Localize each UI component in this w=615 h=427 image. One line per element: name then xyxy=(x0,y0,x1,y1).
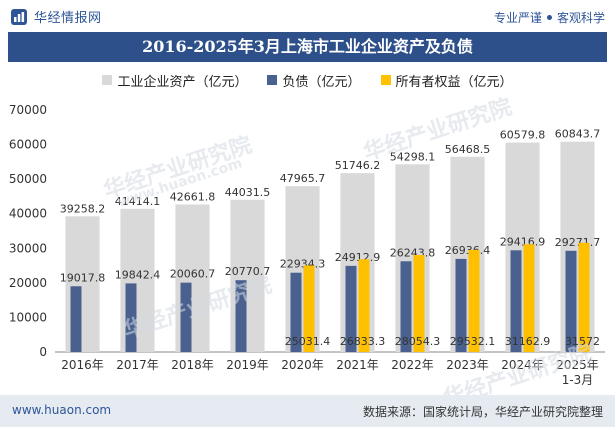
title-bar: 2016-2025年3月上海市工业企业资产及负债 xyxy=(8,32,607,62)
y-tick-label: 70000 xyxy=(9,103,47,117)
legend-label-assets: 工业企业资产（亿元） xyxy=(117,74,248,90)
liabilities-bar xyxy=(290,272,302,352)
equity-value-label: 26833.3 xyxy=(340,335,386,348)
equity-value-label: 28054.3 xyxy=(395,335,441,348)
tagline: 专业严谨 客观科学 xyxy=(494,9,605,26)
x-tick-label: 2020年 xyxy=(281,358,324,372)
brand: 华经情报网 xyxy=(10,7,102,26)
y-tick-label: 30000 xyxy=(9,241,47,255)
bar-chart: 0 10000 20000 30000 40000 50000 60000 70000 3925… xyxy=(9,103,605,387)
tagline-2: 客观科学 xyxy=(556,11,605,25)
y-tick-label: 60000 xyxy=(9,138,47,152)
legend-item-liabilities: 负债（亿元） xyxy=(267,71,361,90)
chart-title: 2016-2025年3月上海市工业企业资产及负债 xyxy=(142,37,473,56)
x-tick-label: 2018年 xyxy=(171,358,214,372)
footer: www.huaon.com 数据来源：国家统计局，华经产业研究院整理 xyxy=(0,395,615,427)
x-tick-label: 2021年 xyxy=(336,358,379,372)
assets-value-label: 42661.8 xyxy=(170,191,216,204)
brand-name: 华经情报网 xyxy=(34,11,102,26)
assets-value-label: 60579.8 xyxy=(500,129,546,142)
liabilities-value-label: 20060.7 xyxy=(170,268,216,281)
assets-value-label: 60843.7 xyxy=(555,128,601,141)
liabilities-value-label: 29271.7 xyxy=(555,236,601,249)
equity-bar xyxy=(303,265,315,352)
x-tick-label: 2024年 xyxy=(501,358,544,372)
legend-item-assets: 工业企业资产（亿元） xyxy=(102,71,247,90)
x-tick-label: 2017年 xyxy=(116,358,159,372)
y-tick-label: 10000 xyxy=(9,310,47,324)
liabilities-bar xyxy=(565,250,577,352)
equity-value-label: 31162.9 xyxy=(505,335,551,348)
assets-value-label: 39258.2 xyxy=(60,202,106,215)
y-tick-label: 40000 xyxy=(9,207,47,221)
x-tick-label: 2022年 xyxy=(391,358,434,372)
liabilities-value-label: 19842.4 xyxy=(115,268,161,281)
legend-label-equity: 所有者权益（亿元） xyxy=(395,74,513,90)
liabilities-bar xyxy=(345,265,357,352)
liabilities-value-label: 26936.4 xyxy=(445,244,491,257)
liabilities-bar xyxy=(70,286,82,352)
y-tick-label: 50000 xyxy=(9,172,47,186)
legend-swatch-equity xyxy=(380,75,391,85)
bullet-dot-icon xyxy=(546,15,552,20)
liabilities-value-label: 29416.9 xyxy=(500,235,546,248)
assets-value-label: 44031.5 xyxy=(225,186,271,199)
y-tick-label: 20000 xyxy=(9,276,47,290)
liabilities-bar xyxy=(180,282,192,352)
equity-value-label: 25031.4 xyxy=(285,335,331,348)
assets-value-label: 56468.5 xyxy=(445,143,491,156)
legend-item-equity: 所有者权益（亿元） xyxy=(380,71,513,90)
footer-website: www.huaon.com xyxy=(12,403,112,417)
x-tick-label: 2019年 xyxy=(226,358,269,372)
liabilities-value-label: 19017.8 xyxy=(60,271,106,284)
equity-bar xyxy=(413,255,425,352)
y-tick-label: 0 xyxy=(39,345,47,359)
x-tick-label: 2023年 xyxy=(446,358,489,372)
liabilities-bar xyxy=(125,283,137,352)
liabilities-value-label: 22934.3 xyxy=(280,258,326,271)
equity-bar xyxy=(523,244,535,352)
equity-value-label: 29532.1 xyxy=(450,335,496,348)
x-tick-label: 2025年 1-3月 xyxy=(556,358,599,387)
liabilities-bar xyxy=(510,250,522,352)
brand-logo-icon xyxy=(11,8,27,25)
equity-bar xyxy=(358,259,370,352)
liabilities-bar xyxy=(455,258,467,352)
assets-value-label: 51746.2 xyxy=(335,159,381,172)
equity-value-label: 31572 xyxy=(565,335,600,348)
equity-bar xyxy=(578,242,590,352)
x-tick-label: 2016年 xyxy=(61,358,104,372)
tagline-1: 专业严谨 xyxy=(493,11,542,25)
liabilities-bar xyxy=(235,280,247,352)
legend-swatch-assets xyxy=(102,75,113,85)
chart-legend: 工业企业资产（亿元） 负债（亿元） 所有者权益（亿元） xyxy=(0,70,615,90)
top-bar: 华经情报网 专业严谨 客观科学 xyxy=(0,0,615,32)
footer-source: 数据来源：国家统计局，华经产业研究院整理 xyxy=(362,405,603,419)
legend-swatch-liabilities xyxy=(267,75,278,85)
assets-value-label: 54298.1 xyxy=(390,150,436,163)
liabilities-value-label: 20770.7 xyxy=(225,265,271,278)
equity-bar xyxy=(468,249,480,352)
assets-value-label: 47965.7 xyxy=(280,172,326,185)
legend-label-liabilities: 负债（亿元） xyxy=(282,74,361,90)
liabilities-bar xyxy=(400,261,412,352)
liabilities-value-label: 24912.9 xyxy=(335,251,381,264)
liabilities-value-label: 26243.8 xyxy=(390,246,436,259)
assets-value-label: 41414.1 xyxy=(115,195,161,208)
